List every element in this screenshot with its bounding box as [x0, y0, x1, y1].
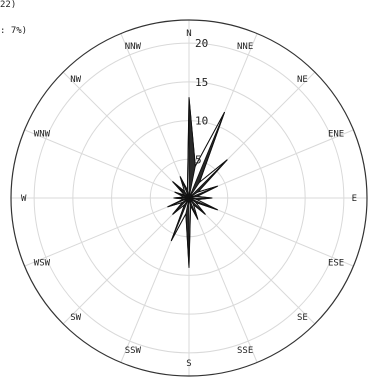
outer-frame — [10, 19, 368, 377]
spoke-sse — [188, 197, 258, 363]
direction-label-ssw: SSW — [125, 346, 142, 356]
spoke-wnw — [24, 129, 190, 199]
direction-label-se: SE — [297, 313, 308, 323]
spoke-nnw — [120, 33, 190, 199]
ring-20 — [33, 42, 345, 354]
direction-label-e: E — [352, 194, 357, 204]
petal-outline-path — [167, 97, 228, 268]
direction-label-ne: NE — [297, 75, 308, 85]
radial-tick-15: 15 — [195, 76, 208, 89]
grid — [10, 19, 368, 377]
direction-labels: N NNE NE ENE E ESE SE SSE S SSW SW WSW W WNW NW NNW — [21, 29, 357, 369]
direction-label-nw: NW — [70, 75, 81, 85]
header-line-1: 22) — [0, 0, 17, 10]
direction-label-nnw: NNW — [125, 42, 142, 52]
petal-outline — [167, 97, 228, 268]
spoke-se — [188, 197, 316, 325]
header-line-2: : 7%) — [0, 26, 28, 36]
direction-label-n: N — [186, 29, 191, 39]
direction-label-wnw: WNW — [34, 130, 51, 140]
direction-label-wsw: WSW — [34, 258, 51, 268]
spoke-nw — [62, 71, 190, 199]
radial-tick-10: 10 — [195, 115, 208, 128]
direction-label-w: W — [21, 194, 27, 204]
spoke-sw — [62, 197, 190, 325]
direction-label-nne: NNE — [237, 42, 253, 52]
radial-ticks: 5 10 15 20 — [195, 37, 208, 166]
spoke-wsw — [24, 197, 190, 267]
ring-15 — [72, 81, 306, 315]
direction-label-ese: ESE — [328, 258, 344, 268]
direction-label-sse: SSE — [237, 346, 253, 356]
direction-label-s: S — [186, 359, 191, 369]
direction-label-sw: SW — [70, 313, 81, 323]
direction-label-ene: ENE — [328, 130, 344, 140]
radial-tick-20: 20 — [195, 37, 208, 50]
radial-tick-5: 5 — [195, 153, 202, 166]
